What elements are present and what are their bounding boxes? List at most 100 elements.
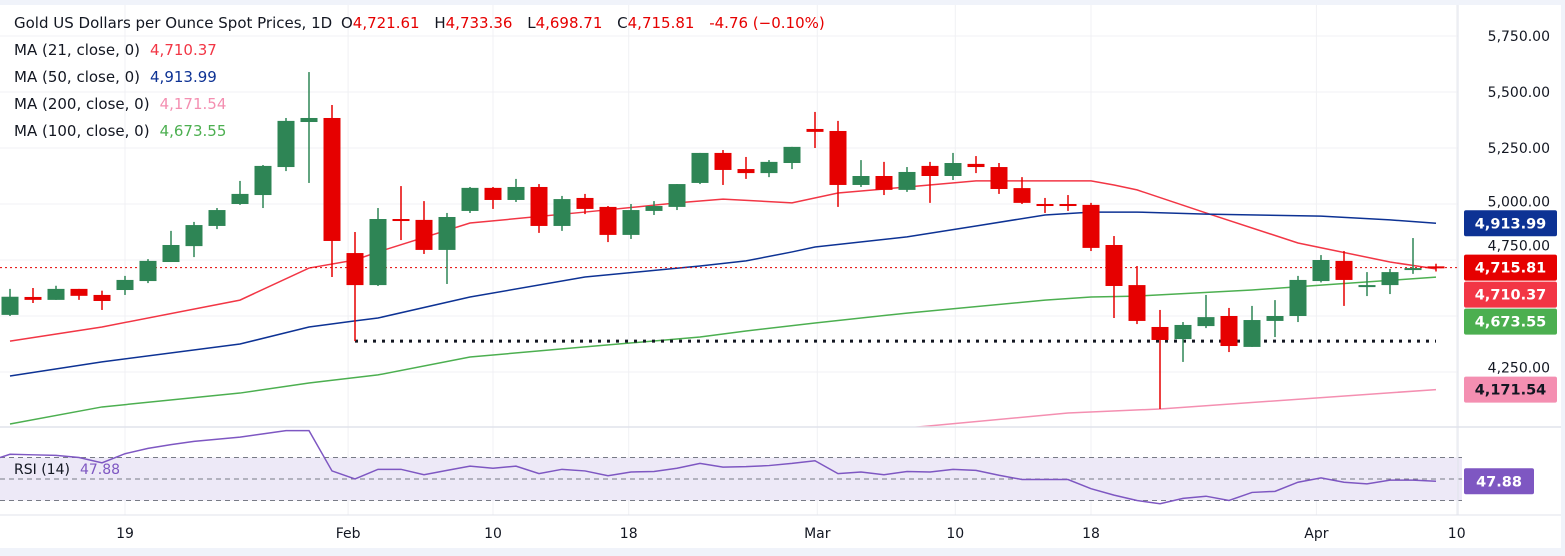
- candle: [714, 150, 732, 185]
- legend-ma-21[interactable]: MA (21, close, 0) 4,710.37: [14, 41, 221, 59]
- price-tag-bg: [1464, 254, 1557, 281]
- candle-body: [1289, 279, 1307, 316]
- candle: [530, 184, 548, 233]
- price-tick-label: 5,500.00: [1488, 85, 1550, 101]
- candles: [1, 72, 1445, 409]
- candle: [576, 193, 594, 215]
- candle: [691, 152, 709, 185]
- candle: [1266, 300, 1284, 338]
- candle-body: [1197, 317, 1215, 327]
- price-chart[interactable]: 5,750.00 5,500.00 5,250.00 5,000.00 4,750.00…: [0, 5, 1561, 548]
- rsi-line: [0, 429, 1437, 505]
- candle-body: [208, 210, 226, 226]
- price-axis[interactable]: 5,750.00 5,500.00 5,250.00 5,000.00 4,750.00…: [1488, 29, 1550, 377]
- legend-ma-200[interactable]: MA (200, close, 0) 4,171.54: [14, 95, 230, 113]
- candle-body: [921, 165, 939, 176]
- symbol-title[interactable]: Gold US Dollars per Ounce Spot Prices, 1…: [14, 14, 333, 32]
- candle: [1036, 197, 1054, 213]
- price-tick-label: 4,750.00: [1488, 239, 1550, 255]
- low-value: 4,698.71: [535, 14, 603, 32]
- candle-body: [530, 186, 548, 226]
- candle: [1013, 177, 1031, 204]
- price-tag: 4,171.54: [1464, 376, 1557, 403]
- candle: [47, 285, 65, 300]
- candle: [1, 288, 19, 316]
- legend-rsi[interactable]: RSI (14) 47.88: [14, 462, 124, 478]
- candle-body: [737, 169, 755, 174]
- time-axis[interactable]: 19 Feb 10 18 Mar 10 18 Apr 10: [116, 526, 1466, 542]
- candle-body: [714, 152, 732, 170]
- price-tag-bg: [1464, 308, 1557, 335]
- candle-body: [806, 128, 824, 132]
- candle-body: [990, 167, 1008, 189]
- candle-body: [231, 193, 249, 204]
- candle-body: [1036, 204, 1054, 207]
- candle: [1289, 275, 1307, 323]
- candle: [162, 230, 180, 263]
- candle: [1082, 202, 1100, 252]
- candle-body: [1013, 188, 1031, 203]
- legend-ma-50[interactable]: MA (50, close, 0) 4,913.99: [14, 68, 221, 86]
- candle: [898, 167, 916, 192]
- candle: [645, 201, 663, 215]
- candle: [1243, 305, 1261, 347]
- ma-50-value: 4,913.99: [150, 68, 217, 86]
- candle: [231, 180, 249, 205]
- candle-body: [1243, 320, 1261, 347]
- candle: [990, 163, 1008, 194]
- price-tag: 4,673.55: [1464, 308, 1557, 335]
- price-tag-label: 4,710.37: [1475, 288, 1547, 304]
- high-value: 4,733.36: [445, 14, 513, 32]
- candle: [1105, 236, 1123, 319]
- candle-body: [1266, 316, 1284, 321]
- price-tag-bg: [1464, 376, 1557, 403]
- ma-100-value: 4,673.55: [159, 122, 227, 140]
- candle: [967, 156, 985, 174]
- low-label: L: [527, 14, 536, 32]
- candle: [944, 152, 962, 181]
- candle-body: [369, 219, 387, 286]
- ma-line: [9, 211, 1437, 377]
- candle: [829, 120, 847, 207]
- candle: [93, 290, 111, 310]
- close-label: C: [617, 14, 628, 32]
- candle-body: [484, 187, 502, 200]
- candle: [277, 117, 295, 172]
- candle-body: [599, 206, 617, 235]
- candle-body: [691, 152, 709, 183]
- price-tag-label: 4,171.54: [1475, 383, 1547, 399]
- rsi-label: RSI (14): [14, 462, 70, 478]
- candle: [1404, 238, 1422, 274]
- candle-body: [852, 176, 870, 185]
- candle-body: [47, 288, 65, 300]
- candle-body: [438, 216, 456, 250]
- candle: [1059, 195, 1077, 211]
- candle-body: [1220, 316, 1238, 347]
- high-label: H: [434, 14, 446, 32]
- candle: [484, 186, 502, 209]
- open-value: 4,721.61: [352, 14, 420, 32]
- price-tags: 4,913.99 4,715.81 4,710.37 4,673.55 4,171.54…: [1464, 210, 1557, 495]
- candle-body: [300, 117, 318, 123]
- candle: [852, 160, 870, 187]
- candle: [392, 186, 410, 241]
- candle: [346, 232, 364, 342]
- price-tag-label: 4,673.55: [1475, 315, 1547, 331]
- candle-body: [254, 165, 272, 196]
- candle-body: [93, 294, 111, 301]
- candle-body: [1404, 268, 1422, 271]
- candle-body: [1381, 272, 1399, 286]
- candle-body: [760, 161, 778, 174]
- candle: [70, 288, 88, 300]
- legend-ma-100[interactable]: MA (100, close, 0) 4,673.55: [14, 122, 230, 140]
- candle-body: [70, 288, 88, 296]
- price-tag-label: 4,913.99: [1475, 216, 1547, 232]
- candle-body: [346, 253, 364, 286]
- time-tick-label: 10: [484, 526, 502, 542]
- candle: [185, 221, 203, 258]
- candle-body: [645, 206, 663, 211]
- candle-body: [277, 120, 295, 168]
- candle-body: [875, 176, 893, 190]
- ma-50-label: MA (50, close, 0): [14, 68, 141, 86]
- candle: [1128, 266, 1146, 325]
